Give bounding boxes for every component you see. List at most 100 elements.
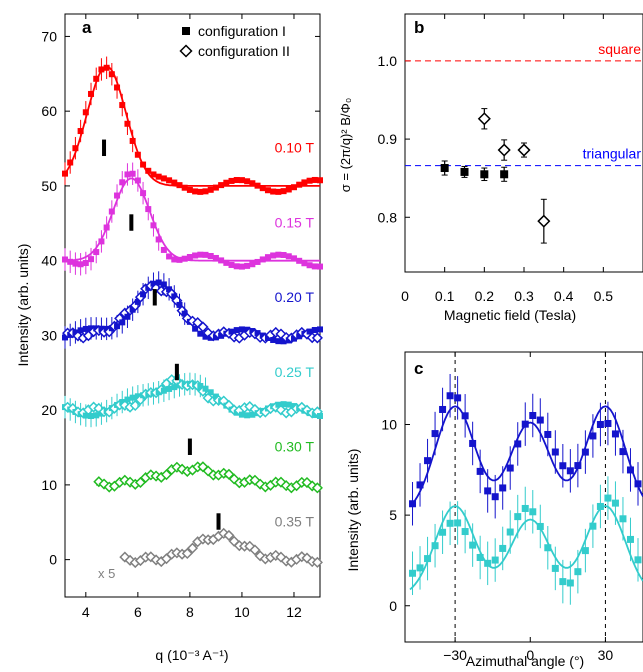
data-point-square [581, 547, 589, 555]
data-point-config-i [500, 170, 509, 179]
panel-a-xlabel: q (10⁻³ A⁻¹) [155, 647, 228, 663]
data-point-square [469, 541, 477, 549]
series-label: 0.10 T [275, 140, 315, 156]
data-point-square [566, 579, 574, 587]
data-point-square [77, 327, 84, 334]
data-point-config-i [460, 167, 469, 176]
data-point-square [114, 84, 121, 91]
panel-a-letter: a [82, 18, 92, 37]
data-point-square [207, 186, 214, 193]
data-point-square [280, 401, 287, 408]
data-point-config-i [480, 170, 489, 179]
data-point-square [98, 325, 105, 332]
data-point-square [461, 412, 469, 420]
data-point-square [275, 401, 282, 408]
data-point-square [529, 508, 537, 516]
peak-marker [129, 214, 134, 231]
data-point-square [62, 334, 68, 341]
data-point-square [238, 177, 245, 184]
data-point-diamond [249, 544, 261, 556]
data-point-square [446, 519, 454, 527]
data-point-square [506, 464, 514, 472]
y-tick-label: 20 [41, 402, 57, 418]
data-point-square [249, 411, 256, 418]
data-point-square [514, 440, 522, 448]
data-point-square [461, 528, 469, 536]
data-point-square [140, 291, 147, 298]
data-point-square [171, 179, 178, 186]
data-point-square [619, 515, 627, 523]
data-point-square [476, 467, 484, 475]
data-point-square [150, 171, 157, 178]
data-point-square [264, 187, 271, 194]
data-point-square [431, 430, 439, 438]
peak-marker [102, 139, 107, 157]
panel-b-ylabel: σ = (2π/q)² B/Φ₀ [338, 98, 353, 193]
data-point-square [264, 335, 271, 342]
data-point-square [409, 500, 417, 508]
data-point-square [311, 176, 318, 183]
x-tick-label: 12 [286, 604, 302, 620]
data-point-square [244, 178, 251, 185]
y-tick-label: 70 [41, 28, 57, 44]
data-point-square [160, 387, 167, 394]
x-tick-label: 10 [234, 604, 250, 620]
data-point-square [114, 192, 121, 199]
data-point-square [160, 175, 167, 182]
data-point-square [439, 528, 447, 536]
data-point-square [72, 260, 79, 267]
data-point-square [124, 171, 131, 178]
data-point-square [311, 411, 318, 418]
data-point-square [604, 419, 612, 427]
data-point-square [264, 254, 271, 261]
x-tick-label: 8 [186, 604, 194, 620]
data-point-square [176, 301, 183, 308]
reference-label-triangular: triangular [583, 146, 642, 162]
data-point-diamond [311, 556, 323, 568]
data-point-square [280, 338, 287, 345]
data-point-square [88, 256, 95, 263]
data-point-config-ii [517, 143, 531, 157]
data-point-square [108, 208, 115, 215]
data-point-config-ii [537, 214, 551, 228]
data-point-square [166, 385, 173, 392]
data-point-square [88, 412, 95, 419]
data-point-square [424, 555, 432, 563]
data-point-square [186, 186, 193, 193]
data-point-square [77, 261, 84, 268]
x-tick-label: 0 [526, 647, 534, 663]
data-point-square [270, 252, 277, 259]
data-point-square [202, 188, 209, 195]
legend-square-icon [182, 27, 190, 35]
data-point-square [155, 173, 162, 180]
data-point-square [218, 332, 225, 339]
data-point-square [88, 325, 95, 332]
y-tick-label: 0.8 [378, 209, 398, 225]
data-point-square [166, 253, 173, 260]
y-tick-label: 40 [41, 253, 57, 269]
data-point-square [160, 246, 167, 253]
data-point-square [285, 401, 292, 408]
x-tick-label: 0.5 [594, 288, 614, 304]
data-point-square [296, 333, 303, 340]
data-point-square [521, 504, 529, 512]
data-point-square [416, 564, 424, 572]
data-point-square [218, 257, 225, 264]
panel-b-letter: b [414, 18, 424, 37]
data-point-square [306, 177, 313, 184]
data-point-square [67, 258, 74, 265]
data-point-square [254, 258, 261, 265]
data-point-square [212, 184, 219, 191]
data-point-square [626, 535, 634, 543]
data-point-square [82, 260, 89, 267]
data-point-square [521, 420, 529, 428]
data-point-square [311, 263, 318, 270]
data-point-square [62, 170, 68, 177]
data-point-square [82, 412, 89, 419]
data-point-square [186, 254, 193, 261]
data-point-square [171, 384, 178, 391]
peak-marker [216, 513, 221, 530]
data-point-square [202, 251, 209, 258]
data-point-square [446, 392, 454, 400]
